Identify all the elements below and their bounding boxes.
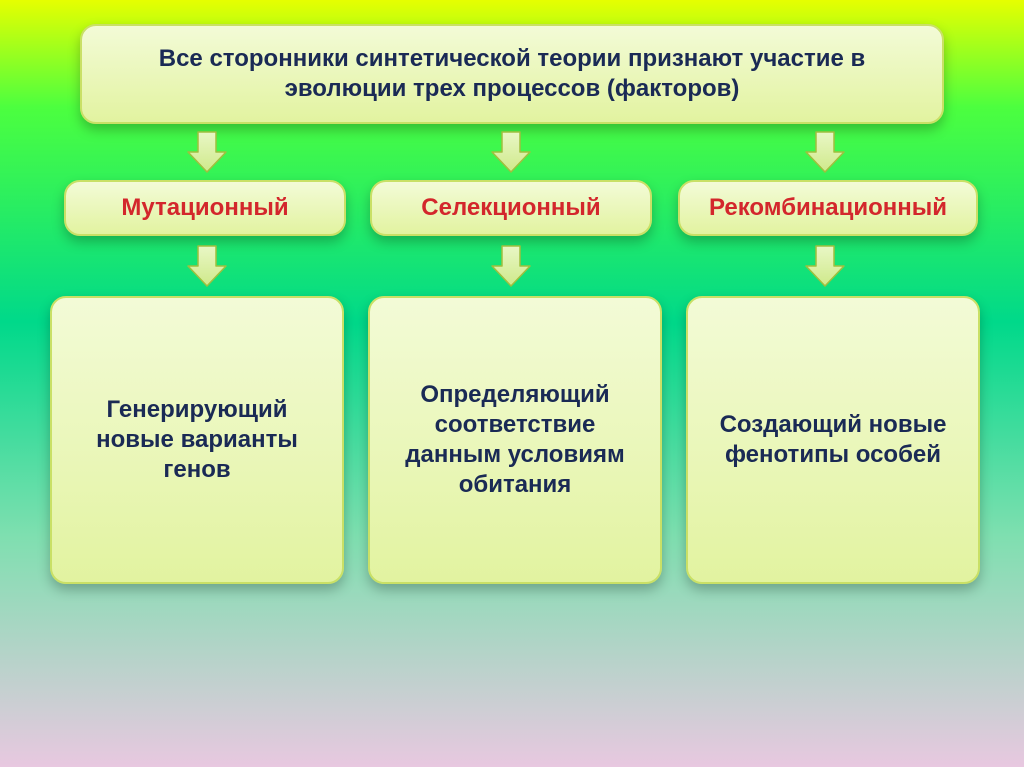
factor-label-selectional: Селекционный [370, 180, 652, 236]
title-box: Все сторонники синтетической теории приз… [80, 24, 944, 124]
factor-desc-recombinational: Создающий новые фенотипы особей [686, 296, 980, 584]
factor-desc-text: Создающий новые фенотипы особей [706, 410, 960, 470]
arrow-down-icon [186, 244, 228, 288]
arrow-down-icon [804, 130, 846, 174]
factor-label-text: Мутационный [121, 193, 288, 223]
arrow-down-icon [804, 244, 846, 288]
factor-label-text: Рекомбинационный [709, 193, 947, 223]
title-text: Все сторонники синтетической теории приз… [112, 44, 912, 104]
factor-label-text: Селекционный [421, 193, 600, 223]
factor-desc-mutational: Генерирующий новые варианты генов [50, 296, 344, 584]
factor-desc-text: Генерирующий новые варианты генов [70, 395, 324, 485]
arrow-down-icon [490, 244, 532, 288]
slide-canvas: Все сторонники синтетической теории приз… [0, 0, 1024, 767]
factor-label-mutational: Мутационный [64, 180, 346, 236]
factor-label-recombinational: Рекомбинационный [678, 180, 978, 236]
factor-desc-selectional: Определяющий соответствие данным условия… [368, 296, 662, 584]
arrow-down-icon [490, 130, 532, 174]
factor-desc-text: Определяющий соответствие данным условия… [388, 380, 642, 500]
arrow-down-icon [186, 130, 228, 174]
